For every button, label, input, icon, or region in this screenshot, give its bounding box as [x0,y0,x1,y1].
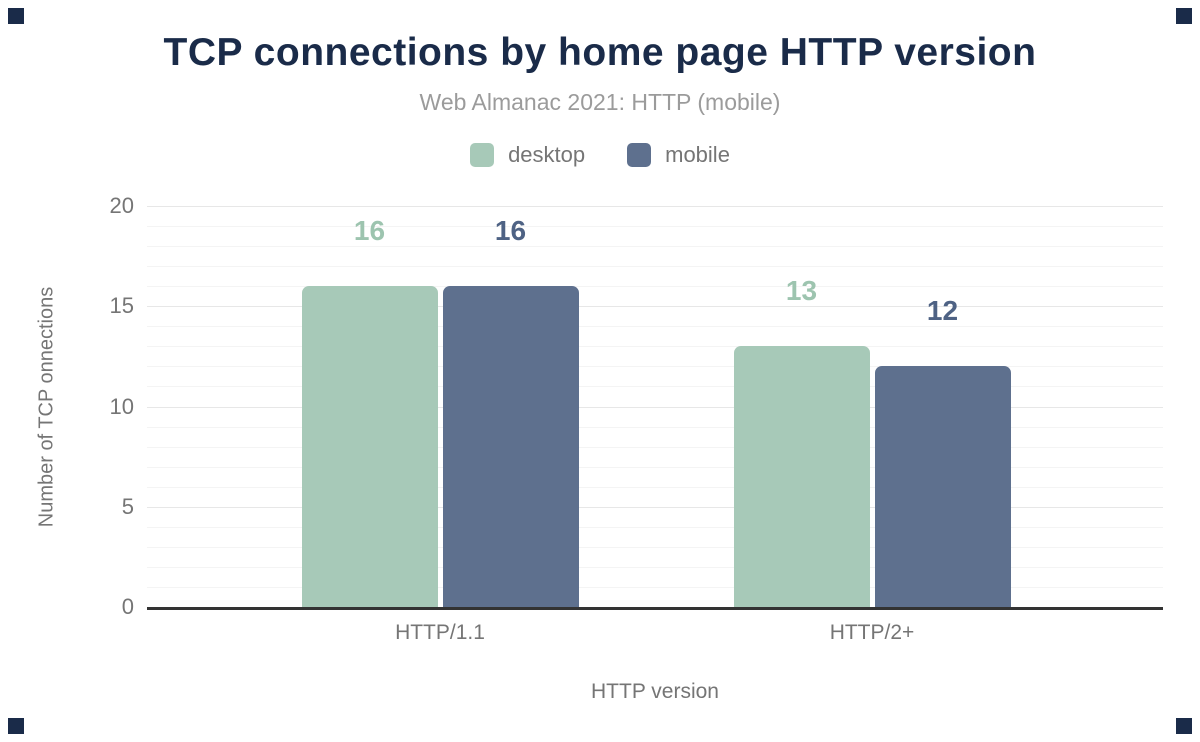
gridline-major [147,206,1163,207]
legend-swatch-mobile [627,143,652,167]
y-tick-label: 5 [121,494,134,519]
legend-item-mobile: mobile [627,142,730,168]
y-tick-label: 15 [109,293,134,318]
corner-marker [1176,718,1192,734]
legend-item-desktop: desktop [470,142,585,168]
bar-value-label: 13 [785,275,818,306]
gridline-minor [147,326,1163,327]
gridline-minor [147,527,1163,528]
y-tick-label: 20 [109,193,134,218]
gridline-minor [147,447,1163,448]
y-tick-label: 0 [121,594,134,619]
corner-marker [8,8,24,24]
corner-marker [8,718,24,734]
bar-value-label: 16 [353,215,386,246]
gridline-minor [147,567,1163,568]
gridline-minor [147,266,1163,267]
gridline-minor [147,467,1163,468]
y-axis-title: Number of TCP onnections [35,286,58,528]
gridline-minor [147,226,1163,227]
gridline-minor [147,346,1163,347]
gridline-minor [147,487,1163,488]
chart-title: TCP connections by home page HTTP versio… [163,31,1037,74]
gridline-major [147,306,1163,307]
chart-subtitle: Web Almanac 2021: HTTP (mobile) [419,89,781,115]
bar-mobile-HTTP/1.1 [442,286,579,607]
corner-marker [1176,8,1192,24]
bar-value-label: 12 [926,295,959,326]
legend-label: mobile [665,142,730,167]
legend-swatch-desktop [470,143,495,167]
gridline-minor [147,547,1163,548]
bar-desktop-HTTP/2+ [733,346,870,607]
x-axis-baseline [147,607,1163,610]
x-category-label: HTTP/2+ [829,621,915,644]
bar-mobile-HTTP/2+ [874,366,1011,607]
gridline-minor [147,386,1163,387]
bar-desktop-HTTP/1.1 [301,286,438,607]
chart-legend: desktop mobile [0,142,1200,168]
gridline-minor [147,427,1163,428]
x-axis-title: HTTP version [591,680,719,703]
gridline-minor [147,366,1163,367]
bar-value-label: 16 [494,215,527,246]
legend-label: desktop [508,142,586,167]
gridline-minor [147,286,1163,287]
gridline-minor [147,587,1163,588]
x-category-label: HTTP/1.1 [395,621,485,644]
y-tick-label: 10 [109,394,134,419]
gridline-major [147,507,1163,508]
gridline-major [147,407,1163,408]
gridline-minor [147,246,1163,247]
